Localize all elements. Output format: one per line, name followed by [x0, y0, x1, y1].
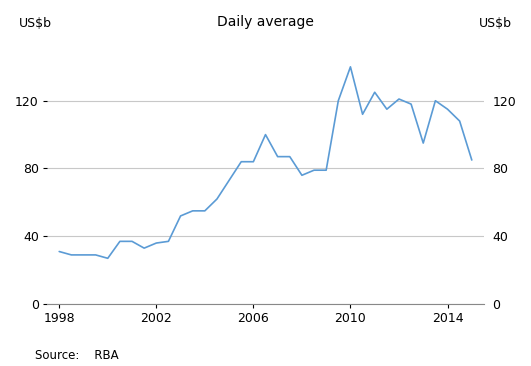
Text: Source:    RBA: Source: RBA	[35, 349, 118, 362]
Text: US$b: US$b	[19, 17, 52, 30]
Text: US$b: US$b	[479, 17, 512, 30]
Title: Daily average: Daily average	[217, 15, 314, 29]
